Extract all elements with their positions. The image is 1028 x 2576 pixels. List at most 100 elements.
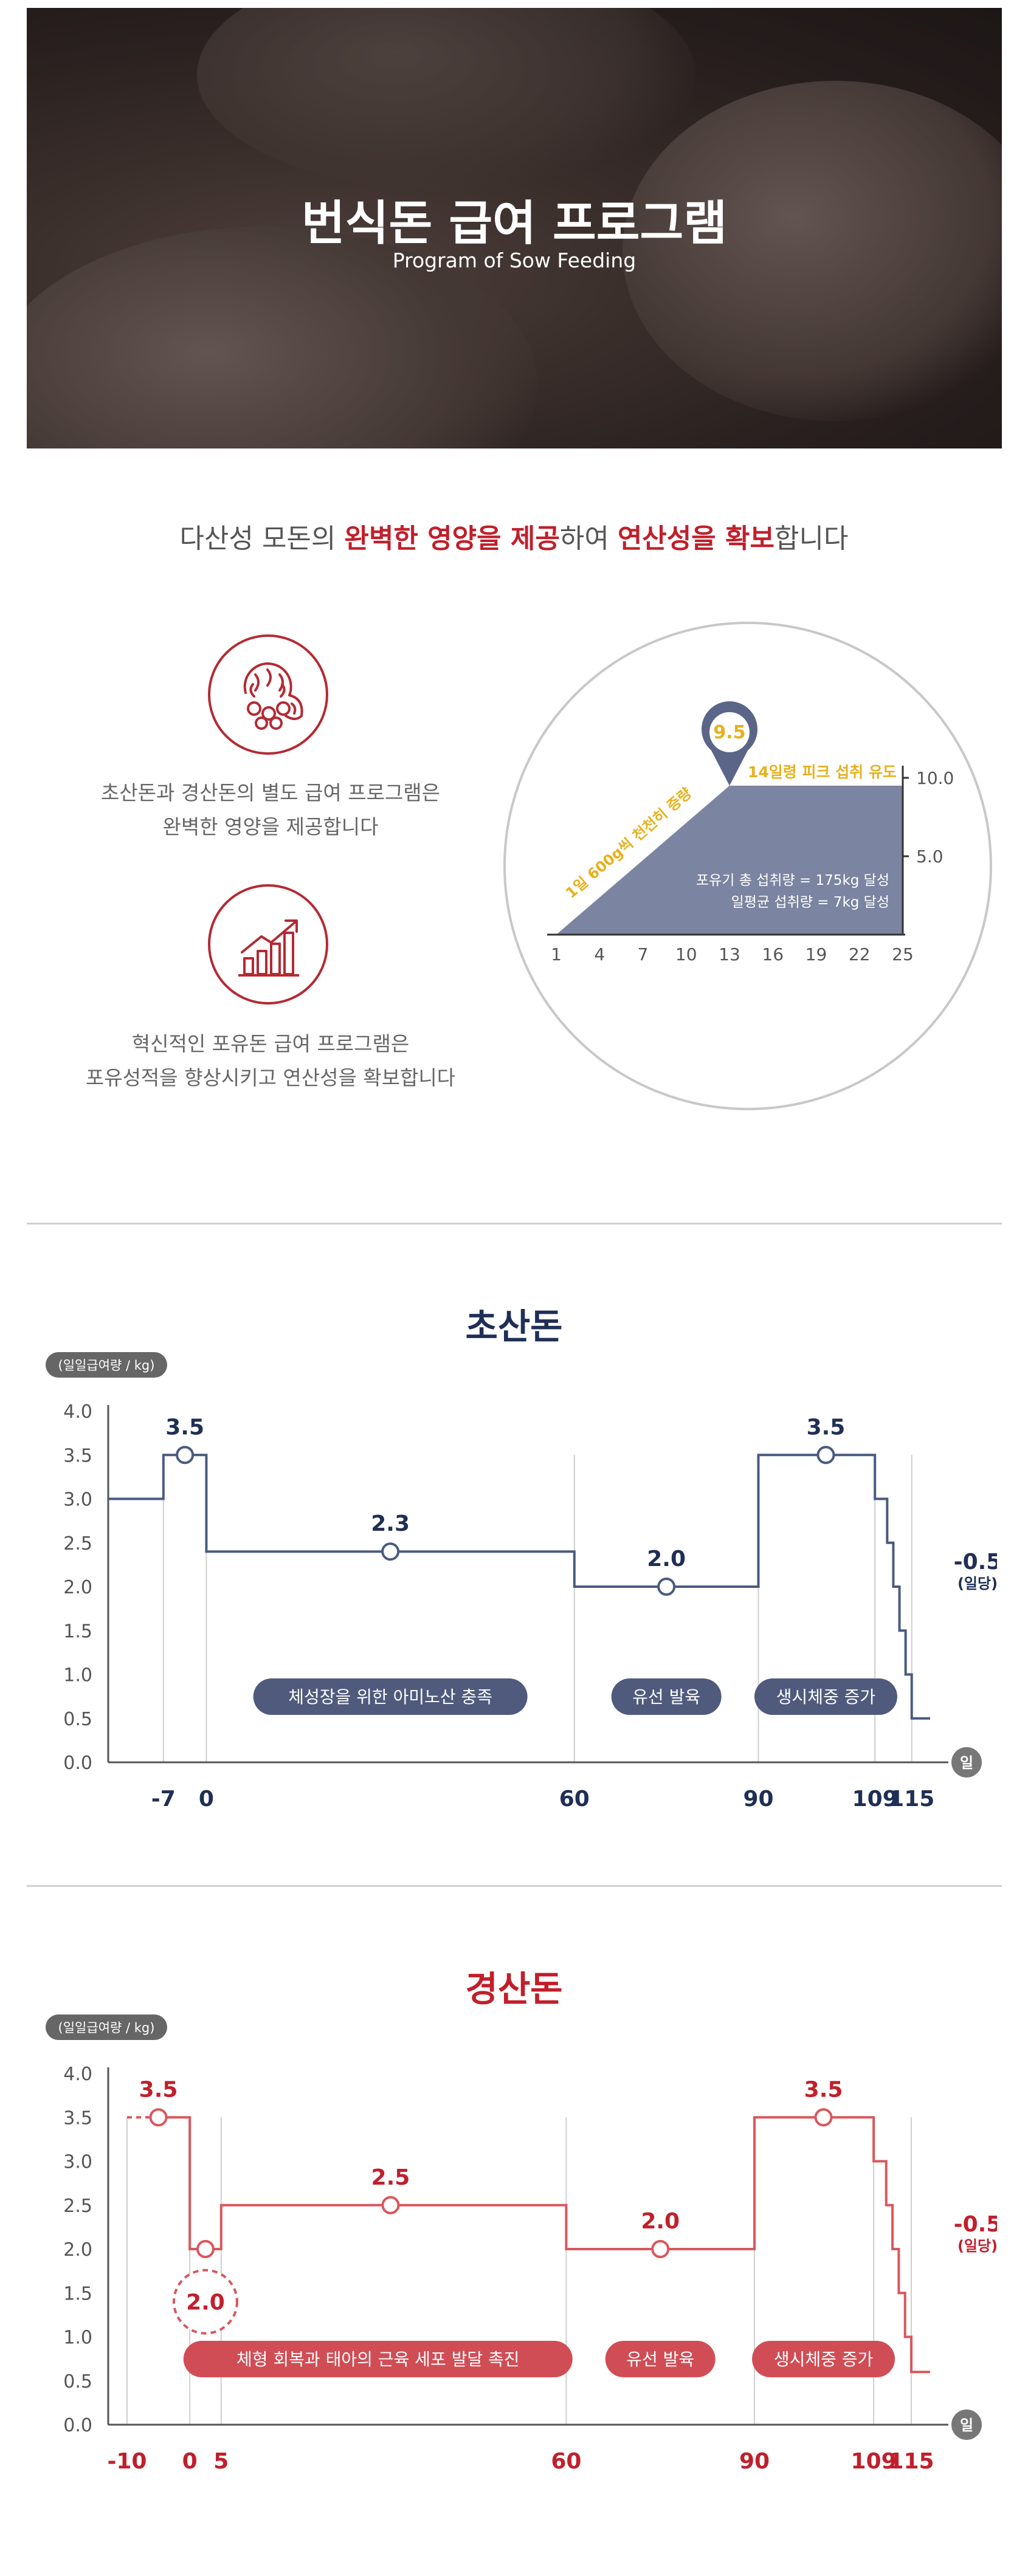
data-point-marker — [816, 1446, 835, 1465]
x-tick-label: 22 — [849, 944, 871, 964]
phase-label-pill — [183, 2341, 573, 2377]
y-tick-label: 0.5 — [63, 1709, 92, 1730]
data-label: 2.0 — [647, 1547, 686, 1571]
y-tick-label: 2.5 — [63, 1533, 92, 1554]
x-unit-badge — [951, 1747, 982, 1777]
x-tick-label: 10 — [675, 944, 697, 964]
x-tick-label: -10 — [107, 2449, 147, 2474]
data-point-marker — [381, 2196, 400, 2214]
data-label: 3.5 — [165, 1415, 204, 1440]
y-tick-label: 10.0 — [916, 768, 954, 788]
data-label: 3.5 — [807, 1415, 846, 1440]
y-tick-label: 3.0 — [63, 1489, 92, 1511]
y-tick-label: 4.0 — [63, 1401, 92, 1423]
y-axis-label: (일일급여량 / kg) — [58, 1358, 155, 1373]
average-intake-label: 일평균 섭취량 = 7kg 달성 — [731, 895, 889, 910]
peak-annotation: 14일령 피크 섭취 유도 — [748, 763, 897, 781]
x-tick-label: 90 — [743, 1787, 773, 1812]
y-tick-label: 0.0 — [63, 1753, 92, 1774]
section-divider — [27, 1885, 1002, 1887]
x-tick-label: 0 — [199, 1787, 214, 1812]
y-tick-label: 2.0 — [63, 2239, 92, 2261]
y-axis-label: (일일급여량 / kg) — [58, 2021, 155, 2035]
data-point-marker — [149, 2108, 168, 2127]
headline: 다산성 모돈의 완벽한 영양을 제공하여 연산성을 확보합니다 — [0, 517, 1028, 555]
x-tick-label: 115 — [888, 2449, 934, 2474]
headline-text: 하여 — [559, 523, 618, 554]
hero-subtitle: Program of Sow Feeding — [392, 249, 636, 272]
phase-label: 체형 회복과 태아의 근육 세포 발달 촉진 — [236, 2349, 520, 2369]
taper-rate-value: -0.5 — [954, 2212, 997, 2237]
headline-text: 합니다 — [774, 523, 849, 554]
x-tick-label: 5 — [213, 2449, 229, 2474]
data-label: 3.5 — [804, 2077, 843, 2102]
total-intake-label: 포유기 총 섭취량 = 175kg 달성 — [696, 873, 889, 888]
headline-highlight: 완벽한 영양을 제공 — [344, 523, 560, 554]
data-label: 2.5 — [371, 2165, 410, 2190]
phase-label: 체성장을 위한 아미노산 충족 — [288, 1687, 492, 1707]
phase-label: 유선 발육 — [626, 2349, 694, 2369]
x-tick-label: 0 — [182, 2449, 198, 2474]
phase-label-pill — [752, 2341, 895, 2377]
hero-banner: 번식돈 급여 프로그램 Program of Sow Feeding — [27, 8, 1002, 448]
sow-chart-title: 경산돈 — [465, 1968, 563, 2010]
section-divider — [27, 1223, 1002, 1224]
taper-rate-unit: (일당) — [957, 1575, 997, 1592]
y-axis-label-pill — [46, 1352, 167, 1378]
pig-photo-shape — [623, 81, 1002, 421]
x-tick-label: 60 — [551, 2449, 581, 2474]
x-tick-label: -7 — [151, 1787, 176, 1812]
pin-inner-circle — [709, 712, 750, 752]
y-tick-label: 5.0 — [916, 847, 943, 867]
callout-label: 2.0 — [186, 2290, 225, 2315]
x-tick-label: 60 — [559, 1787, 590, 1812]
feature-text: 초산돈과 경산돈의 별도 급여 프로그램은 완벽한 영양을 제공합니다 — [52, 776, 489, 844]
y-tick-label: 1.0 — [63, 1665, 92, 1686]
lactation-intake-chart: 1 4 7 10 13 16 19 22 255.010.01일 600g씩 천천히 증량14일… — [503, 622, 992, 1110]
y-tick-label: 1.5 — [63, 1621, 92, 1642]
pin-value-label: 9.5 — [713, 722, 745, 743]
y-tick-label: 3.5 — [63, 1445, 92, 1466]
y-tick-label: 4.0 — [63, 2064, 92, 2085]
x-tick-label: 109 — [851, 2449, 897, 2474]
x-tick-label: 1 — [551, 944, 562, 964]
x-tick-label: 4 — [594, 944, 605, 964]
x-tick-label: 115 — [889, 1787, 934, 1812]
phase-label-pill — [611, 1678, 722, 1715]
grain-seed-icon — [208, 634, 328, 755]
x-tick-label: 16 — [762, 944, 784, 964]
growth-bar-chart-icon — [208, 884, 328, 1005]
y-tick-label: 0.5 — [63, 2371, 92, 2392]
data-point-marker — [651, 2240, 670, 2258]
headline-text: 다산성 모돈의 — [179, 523, 345, 554]
phase-label-pill — [605, 2341, 716, 2377]
data-point-marker — [381, 1542, 400, 1561]
y-tick-label: 3.0 — [63, 2152, 92, 2173]
feature-text: 혁신적인 포유돈 급여 프로그램은 포유성적을 향상시키고 연산성을 확보합니다 — [52, 1027, 489, 1095]
x-tick-label: 7 — [638, 944, 649, 964]
data-label: 2.3 — [371, 1511, 410, 1536]
phase-label: 유선 발육 — [632, 1687, 700, 1707]
data-label: 2.0 — [641, 2209, 680, 2234]
sow-feeding-chart: (일일급여량 / kg) 4.0 3.5 3.0 2.5 2.0 1.5 1.0 0.5 0.0 일… — [46, 2014, 997, 2474]
feature-line: 혁신적인 포유돈 급여 프로그램은 — [131, 1032, 410, 1056]
intake-area — [556, 785, 903, 935]
phase-label-pill — [253, 1678, 528, 1715]
x-tick-label: 19 — [805, 944, 827, 964]
taper-rate-unit: (일당) — [957, 2238, 997, 2255]
x-tick-label: 13 — [719, 944, 740, 964]
x-tick-label: 109 — [852, 1787, 898, 1812]
gilt-chart-title: 초산돈 — [465, 1306, 563, 1347]
y-tick-label: 2.5 — [63, 2196, 92, 2217]
y-axis-label-pill — [46, 2014, 167, 2040]
taper-rate-value: -0.5 — [954, 1550, 997, 1575]
feature-line: 포유성적을 향상시키고 연산성을 확보합니다 — [85, 1066, 456, 1090]
data-point-marker — [196, 2240, 215, 2258]
hero-title: 번식돈 급여 프로그램 — [301, 196, 728, 251]
x-tick-label: 25 — [892, 944, 914, 964]
gilt-feeding-chart: (일일급여량 / kg) 4.0 3.5 3.0 2.5 2.0 1.5 1.0 0.5 0.0 일… — [46, 1352, 997, 1812]
y-tick-label: 1.5 — [63, 2283, 92, 2304]
callout-dashed-circle — [172, 2269, 238, 2335]
x-axis-label: 일 — [960, 2417, 973, 2434]
x-axis-label: 일 — [960, 1754, 973, 1771]
